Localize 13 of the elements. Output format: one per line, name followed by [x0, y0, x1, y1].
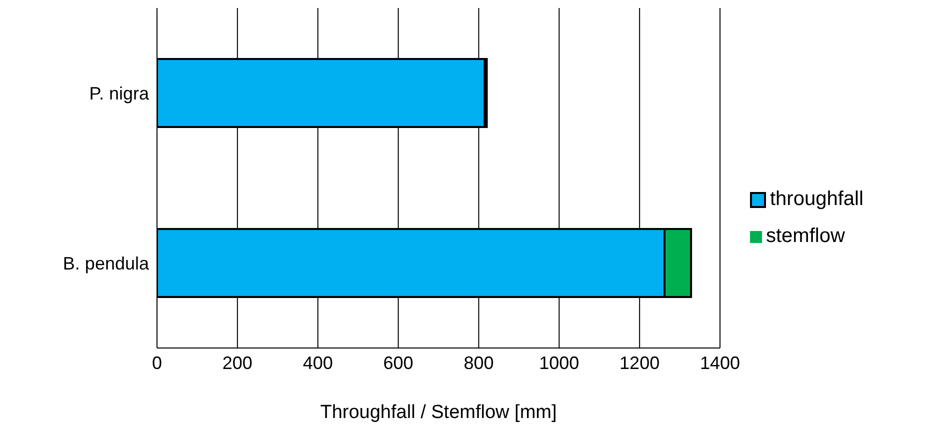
x-tick-label: 1400	[700, 352, 740, 373]
y-tick-label: P. nigra	[89, 83, 150, 104]
legend-label: stemflow	[765, 225, 846, 248]
x-axis-title: Throughfall / Stemflow [mm]	[320, 402, 557, 423]
x-tick-label: 0	[152, 352, 162, 373]
x-tick-label: 200	[222, 352, 252, 373]
x-tick-label: 400	[302, 352, 333, 373]
y-tick-label: B. pendula	[62, 253, 150, 274]
x-tick-label: 800	[464, 352, 494, 373]
x-tick-label: 1200	[620, 352, 660, 373]
x-tick-label: 600	[383, 352, 414, 373]
x-tick-label: 1000	[539, 352, 580, 373]
legend-label: throughfall	[769, 188, 864, 211]
